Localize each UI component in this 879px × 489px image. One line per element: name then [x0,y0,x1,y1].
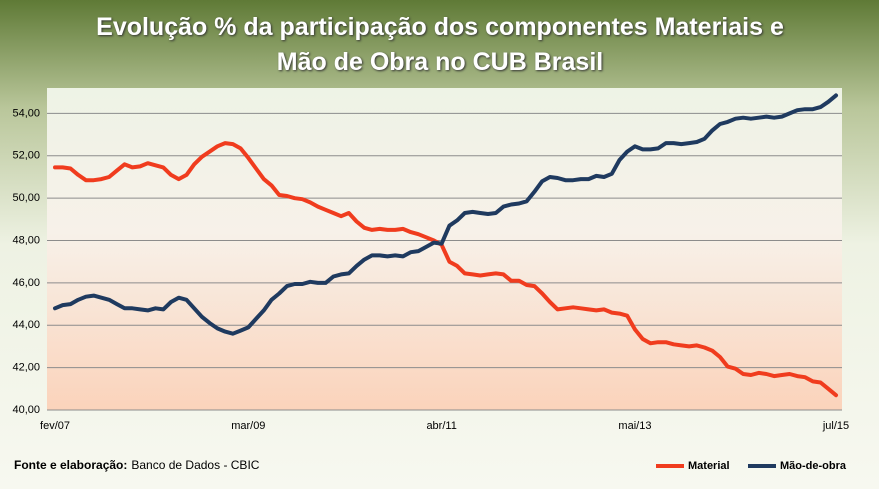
source: Fonte e elaboração: Banco de Dados - CBIC [14,458,260,472]
y-tick-label: 54,00 [12,107,40,119]
y-tick-label: 46,00 [12,277,40,289]
line-series [53,141,838,398]
y-tick-label: 42,00 [12,362,40,374]
y-tick-label: 40,00 [12,404,40,416]
line-series [53,93,838,336]
x-tick-label: fev/07 [40,420,70,432]
y-tick-label: 52,00 [12,150,40,162]
y-tick-label: 50,00 [12,192,40,204]
x-tick-label: mai/13 [618,420,651,432]
x-tick-label: jul/15 [822,420,849,432]
source-label: Fonte e elaboração: [14,458,127,472]
x-tick-label: mar/09 [231,420,265,432]
source-text: Banco de Dados - CBIC [131,458,259,472]
y-tick-label: 48,00 [12,234,40,246]
legend-label: Mão-de-obra [780,460,847,472]
y-tick-label: 44,00 [12,319,40,331]
chart-title: Evolução % da participação dos component… [96,13,784,76]
x-tick-label: abr/11 [426,420,456,432]
legend-label: Material [688,460,730,472]
